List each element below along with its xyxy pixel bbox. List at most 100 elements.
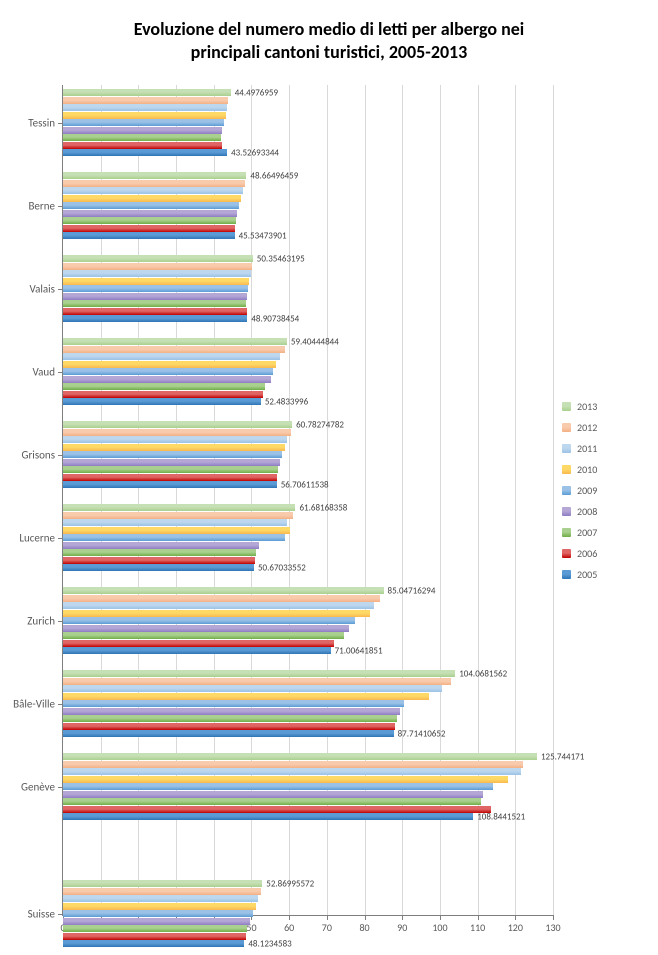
data-label: 87.71410652 [398, 728, 446, 739]
bar [63, 647, 331, 654]
bar [63, 180, 245, 187]
bar [63, 632, 344, 639]
bar [63, 270, 251, 277]
data-label: 125.744171 [541, 751, 584, 762]
bar [63, 119, 224, 126]
bar [63, 361, 276, 368]
bar [63, 285, 248, 292]
legend-swatch [562, 486, 571, 495]
data-label: 104.0681562 [459, 668, 507, 679]
legend: 201320122011201020092008200720062005 [562, 400, 597, 589]
legend-label: 2012 [577, 421, 597, 434]
bar [63, 142, 222, 149]
bar [63, 149, 227, 156]
bar [63, 436, 287, 443]
bar [63, 549, 256, 556]
category-label: Grisons [22, 448, 55, 461]
bar [63, 880, 262, 887]
data-label: 108.8441521 [477, 811, 525, 822]
legend-item: 2008 [562, 505, 597, 518]
bar [63, 933, 246, 940]
bar [63, 753, 537, 760]
x-tick-label: 110 [470, 921, 485, 934]
bar [63, 925, 247, 932]
category-label: Berne [28, 199, 55, 212]
legend-swatch [562, 444, 571, 453]
bar [63, 232, 235, 239]
x-tick-label: 80 [359, 921, 369, 934]
bar [63, 542, 259, 549]
bar [63, 791, 483, 798]
category-label: Zurich [27, 614, 55, 627]
legend-item: 2007 [562, 526, 597, 539]
data-label: 85.04716294 [388, 585, 436, 596]
bar [63, 700, 404, 707]
bar [63, 459, 280, 466]
data-label: 44.4976959 [235, 87, 278, 98]
x-tick-mark [440, 915, 441, 920]
bar [63, 813, 473, 820]
data-label: 48.1234583 [248, 938, 291, 949]
bar [63, 89, 231, 96]
category-label: Bâle-Ville [13, 697, 55, 710]
x-tick-label: 130 [545, 921, 560, 934]
bar [63, 708, 400, 715]
bar [63, 172, 246, 179]
bar [63, 376, 271, 383]
x-tick-label: 90 [397, 921, 407, 934]
legend-swatch [562, 528, 571, 537]
bar [63, 293, 247, 300]
data-label: 71.00641851 [335, 645, 383, 656]
bar [63, 255, 253, 262]
legend-swatch [562, 549, 571, 558]
bar [63, 481, 277, 488]
legend-item: 2010 [562, 463, 597, 476]
legend-label: 2007 [577, 526, 597, 539]
legend-item: 2012 [562, 421, 597, 434]
bar [63, 308, 247, 315]
legend-label: 2008 [577, 505, 597, 518]
data-label: 50.35463195 [257, 253, 305, 264]
bar [63, 723, 395, 730]
bar [63, 202, 239, 209]
legend-label: 2009 [577, 484, 597, 497]
legend-item: 2011 [562, 442, 597, 455]
plot-area: 0102030405060708090100110120130Tessin44.… [62, 85, 553, 916]
bar [63, 263, 252, 270]
x-tick-mark [327, 915, 328, 920]
bar [63, 534, 285, 541]
legend-swatch [562, 570, 571, 579]
bar [63, 338, 287, 345]
x-tick-mark [289, 915, 290, 920]
category-label: Lucerne [19, 531, 55, 544]
legend-item: 2006 [562, 547, 597, 560]
data-label: 52.4833996 [265, 396, 308, 407]
category-label: Suisse [28, 907, 55, 920]
bar [63, 776, 508, 783]
bar [63, 217, 236, 224]
bar [63, 940, 244, 947]
legend-item: 2009 [562, 484, 597, 497]
bar [63, 895, 258, 902]
bar [63, 715, 397, 722]
gridline [553, 85, 554, 915]
bar [63, 602, 374, 609]
category-label: Genève [21, 780, 55, 793]
x-tick-mark [515, 915, 516, 920]
title-line-1: Evoluzione del numero medio di letti per… [134, 18, 524, 40]
legend-label: 2005 [577, 568, 597, 581]
bar [63, 315, 247, 322]
bar [63, 512, 293, 519]
bar [63, 910, 253, 917]
data-label: 60.78274782 [296, 419, 344, 430]
bar [63, 429, 291, 436]
data-label: 61.68168358 [299, 502, 347, 513]
bar [63, 398, 261, 405]
category-label: Valais [29, 282, 55, 295]
bar [63, 346, 285, 353]
data-label: 59.40444844 [291, 336, 339, 347]
data-label: 48.66496459 [250, 170, 298, 181]
bar [63, 670, 455, 677]
title-line-2: principali cantoni turistici, 2005-2013 [191, 41, 468, 63]
bar [63, 112, 226, 119]
